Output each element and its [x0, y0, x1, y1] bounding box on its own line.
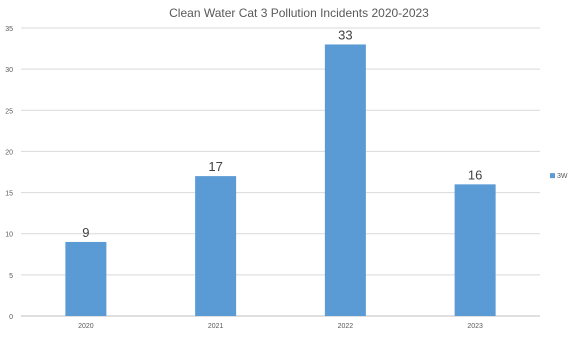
legend-label: 3W: [557, 173, 568, 180]
data-label-2020: 9: [82, 225, 89, 240]
x-tick-label-2021: 2021: [208, 323, 224, 330]
gridlines: [21, 27, 540, 317]
x-tick-label-2023: 2023: [467, 323, 483, 330]
y-tick-label: 25: [5, 108, 13, 115]
y-tick-label: 35: [5, 26, 13, 33]
bar-2020: [65, 241, 107, 316]
y-axis-tick-labels: 0 5 10 15 20 25 30 35: [5, 26, 13, 321]
y-tick-label: 5: [9, 273, 13, 280]
y-tick-label: 20: [5, 149, 13, 156]
y-tick-label: 30: [5, 67, 13, 74]
legend-swatch: [550, 173, 555, 179]
y-tick-label: 15: [5, 191, 13, 198]
bar-2021: [195, 176, 237, 316]
data-label-2022: 33: [338, 27, 352, 42]
bar-2022: [324, 44, 366, 316]
chart-title: Clean Water Cat 3 Pollution Incidents 20…: [169, 6, 429, 20]
x-tick-label-2020: 2020: [78, 323, 94, 330]
x-axis-tick-labels: 2020 2021 2022 2023: [78, 323, 483, 330]
bars: [65, 44, 496, 316]
data-labels: 9 17 33 16: [82, 27, 482, 239]
legend: 3W: [550, 173, 568, 180]
data-label-2023: 16: [468, 167, 482, 182]
y-tick-label: 0: [9, 314, 13, 321]
bar-2023: [454, 184, 496, 316]
x-tick-label-2022: 2022: [338, 323, 354, 330]
data-label-2021: 17: [208, 159, 222, 174]
y-tick-label: 10: [5, 232, 13, 239]
